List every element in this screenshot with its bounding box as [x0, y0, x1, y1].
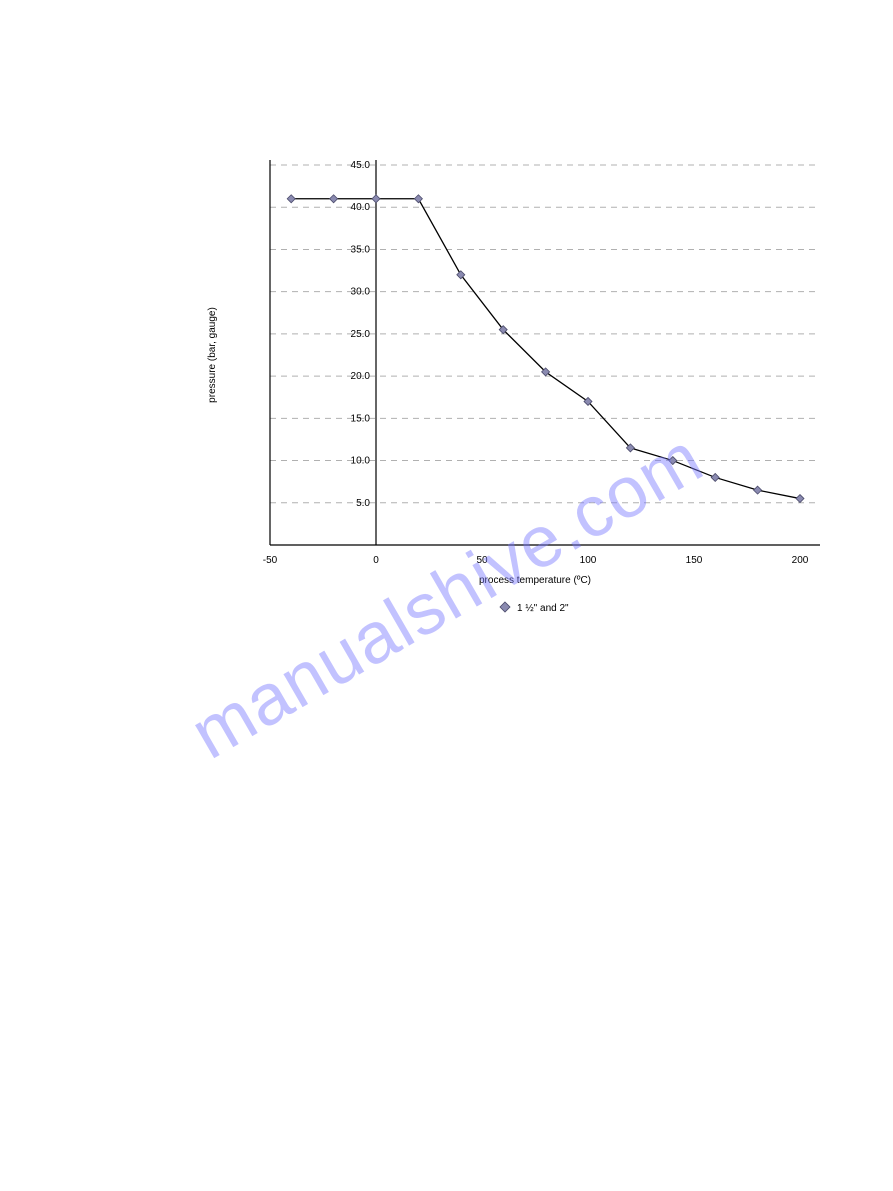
- y-tick-label: 40.0: [351, 202, 371, 213]
- chart-container: 5.0 10.0 15.0 20.0 25.0 30.0 35.0 40.0 45.0 -50 0 5…: [0, 0, 893, 700]
- y-tick-label: 10.0: [351, 456, 371, 467]
- legend-label: 1 ½" and 2": [517, 603, 569, 614]
- chart-svg: 5.0 10.0 15.0 20.0 25.0 30.0 35.0 40.0 45.0 -50 0 5…: [0, 0, 893, 700]
- x-tick-label: 100: [580, 555, 597, 566]
- y-tick-label: 5.0: [356, 498, 370, 509]
- x-tick-label: 200: [792, 555, 809, 566]
- x-tick-label: -50: [263, 555, 278, 566]
- x-tick-label: 0: [373, 555, 379, 566]
- y-tick-label: 45.0: [351, 160, 371, 171]
- y-tick-label: 30.0: [351, 287, 371, 298]
- y-axis-label: pressure (bar, gauge): [207, 307, 218, 403]
- y-tick-label: 35.0: [351, 244, 371, 255]
- x-tick-label: 50: [476, 555, 488, 566]
- page: 5.0 10.0 15.0 20.0 25.0 30.0 35.0 40.0 45.0 -50 0 5…: [0, 0, 893, 1191]
- x-axis-label: process temperature (ºC): [479, 575, 591, 586]
- y-tick-label: 25.0: [351, 329, 371, 340]
- plot-background: [270, 165, 800, 545]
- x-tick-label: 150: [686, 555, 703, 566]
- y-tick-label: 15.0: [351, 413, 371, 424]
- legend-marker-diamond-icon: [500, 602, 510, 612]
- y-tick-label: 20.0: [351, 371, 371, 382]
